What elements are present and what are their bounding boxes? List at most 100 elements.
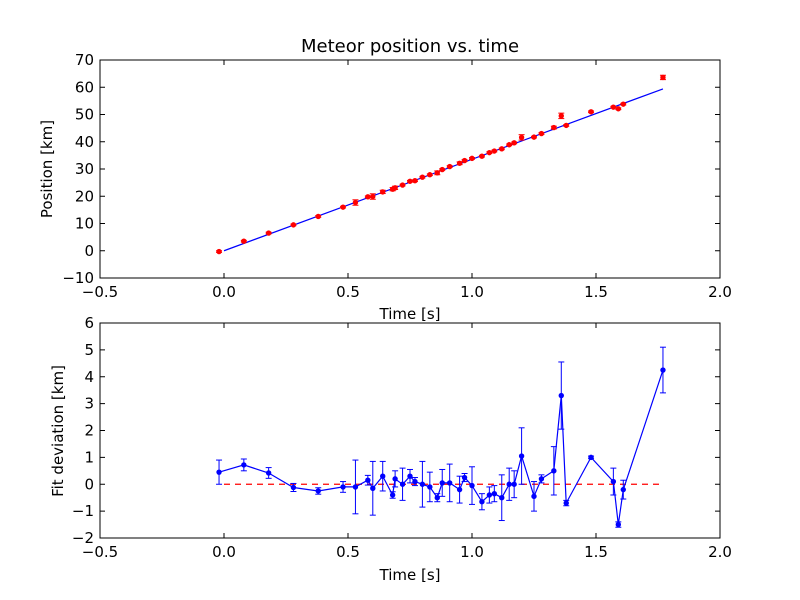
data-point [615,106,622,112]
data-point [265,230,272,236]
chart-title: Meteor position vs. time [301,36,519,57]
data-point [491,148,498,154]
data-point [588,109,594,115]
data-point [412,478,418,485]
data-point [380,473,386,479]
data-point [469,482,475,489]
y-tick-label: 70 [75,51,94,69]
data-point [352,484,359,490]
y-tick-label: 10 [75,215,94,233]
x-tick-label: 0.5 [336,543,360,561]
data-point [499,494,505,501]
y-axis-ticks: −10 0 10 20 30 40 50 60 70 [62,51,720,287]
data-point [518,453,525,459]
data-point [563,122,569,129]
plot-frame [99,322,721,539]
data-point [352,199,359,206]
x-tick-label: 1.0 [460,543,484,561]
position-marks [216,74,666,255]
x-tick-label: 2.0 [708,543,732,561]
y-axis-label: Position [km] [38,120,56,218]
data-point [241,238,247,244]
data-point [365,477,371,483]
y-tick-label: −1 [72,502,94,520]
y-tick-label: 0 [84,242,94,260]
x-axis-label: Time [s] [379,305,441,323]
x-tick-label: 1.5 [584,283,608,301]
x-tick-label: 2.0 [708,283,732,301]
data-point [216,469,222,475]
data-point [511,140,517,146]
x-tick-label: 1.5 [584,543,608,561]
data-point [439,166,445,173]
y-tick-label: 5 [84,341,94,359]
data-point [427,172,433,178]
data-point [370,485,376,491]
data-point [620,101,626,107]
data-point [660,74,666,81]
data-point [399,481,406,487]
data-point [491,490,498,497]
x-tick-label: 0.0 [212,283,236,301]
y-tick-label: 6 [84,314,94,332]
data-point [531,134,537,140]
deviation-series-line [218,369,664,525]
data-point [469,155,475,162]
data-point [456,160,463,166]
data-point [558,392,564,399]
y-axis-ticks: −2 −1 0 1 2 3 4 5 6 [72,314,720,547]
data-point [620,486,626,493]
data-point [365,194,371,200]
x-axis-label: Time [s] [379,566,441,584]
data-point [446,163,453,170]
data-point [551,124,557,131]
x-tick-label: 1.0 [460,283,484,301]
data-point [370,193,376,200]
data-point [392,185,398,191]
data-point [499,146,505,152]
data-point [419,174,426,180]
data-point [660,367,666,373]
data-point [588,454,594,461]
data-point [419,481,426,487]
y-tick-label: 60 [75,78,94,96]
plot-frame [99,59,721,279]
y-tick-label: 2 [84,422,94,440]
data-point [461,474,468,481]
data-point [486,149,493,156]
data-point [216,248,222,255]
x-tick-label: −0.5 [82,543,118,561]
data-point [558,113,564,119]
y-tick-label: 3 [84,395,94,413]
data-point [412,178,418,184]
data-point [531,493,537,500]
data-point [389,492,396,498]
data-point [506,481,512,487]
y-tick-label: 4 [84,368,94,386]
deviation-marks [216,346,666,528]
data-point [538,476,545,482]
x-tick-label: 0.5 [336,283,360,301]
data-point [439,480,445,486]
data-point [399,182,406,188]
y-tick-label: 0 [84,475,94,493]
data-point [446,480,453,486]
data-point [486,492,493,498]
data-point [290,222,297,228]
data-point [407,178,413,184]
data-point [610,104,617,110]
data-point [506,142,512,148]
y-tick-label: −10 [62,269,94,287]
data-point [511,481,517,487]
data-point [265,470,272,476]
data-point [407,473,413,479]
data-point [392,476,398,482]
data-point [461,157,468,164]
deviation-chart: −0.5 0.0 0.5 1.0 1.5 2.0 −2 −1 0 1 2 3 4 5 6 Time [s]… [49,314,732,584]
data-point [241,462,247,468]
data-point [434,494,440,501]
data-point [380,189,386,195]
data-point [563,500,569,506]
data-point [340,484,346,490]
